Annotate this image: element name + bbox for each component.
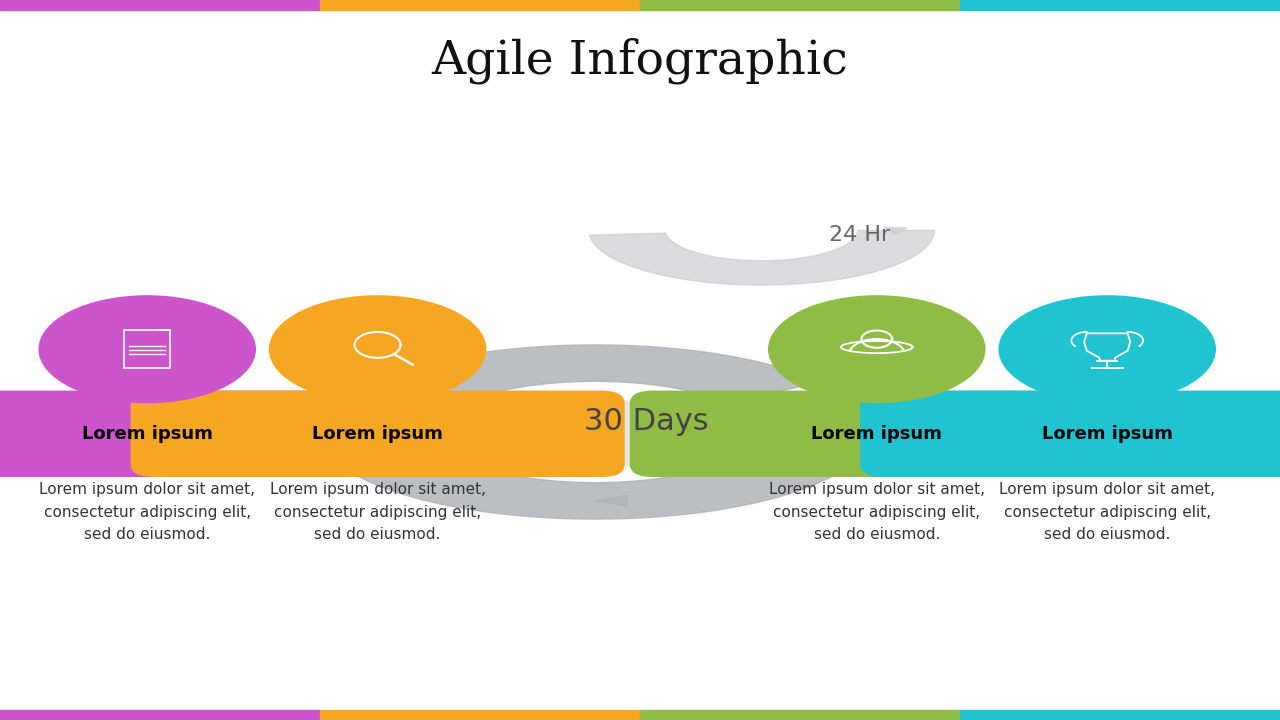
Ellipse shape [269,295,486,403]
Ellipse shape [998,295,1216,403]
Text: Lorem ipsum: Lorem ipsum [82,425,212,443]
Polygon shape [595,495,627,506]
Bar [640,710,960,720]
Bar [960,710,1280,720]
Text: Lorem ipsum dolor sit amet,
consectetur adipiscing elit,
sed do eiusmod.: Lorem ipsum dolor sit amet, consectetur … [270,482,485,542]
Text: Lorem ipsum dolor sit amet,
consectetur adipiscing elit,
sed do eiusmod.: Lorem ipsum dolor sit amet, consectetur … [1000,482,1215,542]
Text: Lorem ipsum: Lorem ipsum [812,425,942,443]
FancyBboxPatch shape [630,390,1124,477]
FancyBboxPatch shape [860,390,1280,477]
FancyBboxPatch shape [0,390,394,477]
Text: 24 Hr: 24 Hr [829,225,891,246]
Text: Lorem ipsum dolor sit amet,
consectetur adipiscing elit,
sed do eiusmod.: Lorem ipsum dolor sit amet, consectetur … [40,482,255,542]
Text: Lorem ipsum: Lorem ipsum [312,425,443,443]
Bar [320,710,640,720]
Bar [320,0,640,10]
Ellipse shape [768,295,986,403]
Polygon shape [1235,400,1267,467]
Bar [960,0,1280,10]
Text: 30 Days: 30 Days [584,407,709,436]
Bar [0,0,320,10]
Polygon shape [884,228,906,234]
Text: Lorem ipsum: Lorem ipsum [1042,425,1172,443]
Text: Lorem ipsum dolor sit amet,
consectetur adipiscing elit,
sed do eiusmod.: Lorem ipsum dolor sit amet, consectetur … [769,482,984,542]
Text: Agile Infographic: Agile Infographic [431,38,849,84]
Bar [0,710,320,720]
FancyBboxPatch shape [131,390,625,477]
FancyBboxPatch shape [33,400,1240,467]
Bar [640,0,960,10]
Polygon shape [590,230,934,285]
Polygon shape [320,345,833,519]
Ellipse shape [38,295,256,403]
